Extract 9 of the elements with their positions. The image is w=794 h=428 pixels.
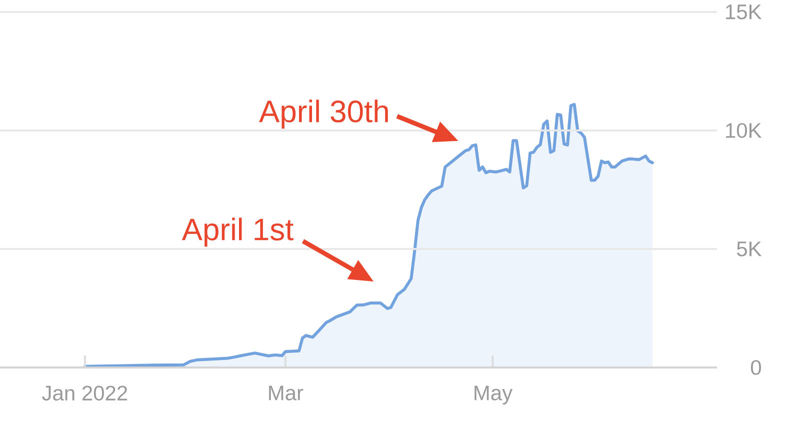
annotation: April 1st — [182, 218, 294, 247]
y-tick-label: 10K — [726, 123, 762, 138]
y-tick-label: 0 — [750, 360, 761, 375]
y-tick-label: 5K — [736, 242, 762, 256]
x-tick-label: Jan 2022 — [42, 386, 128, 401]
annotation: April 30th — [259, 100, 388, 129]
x-tick-label: Mar — [269, 386, 304, 400]
y-tick-label: 15K — [726, 4, 762, 20]
x-tick-label: May — [474, 386, 513, 405]
